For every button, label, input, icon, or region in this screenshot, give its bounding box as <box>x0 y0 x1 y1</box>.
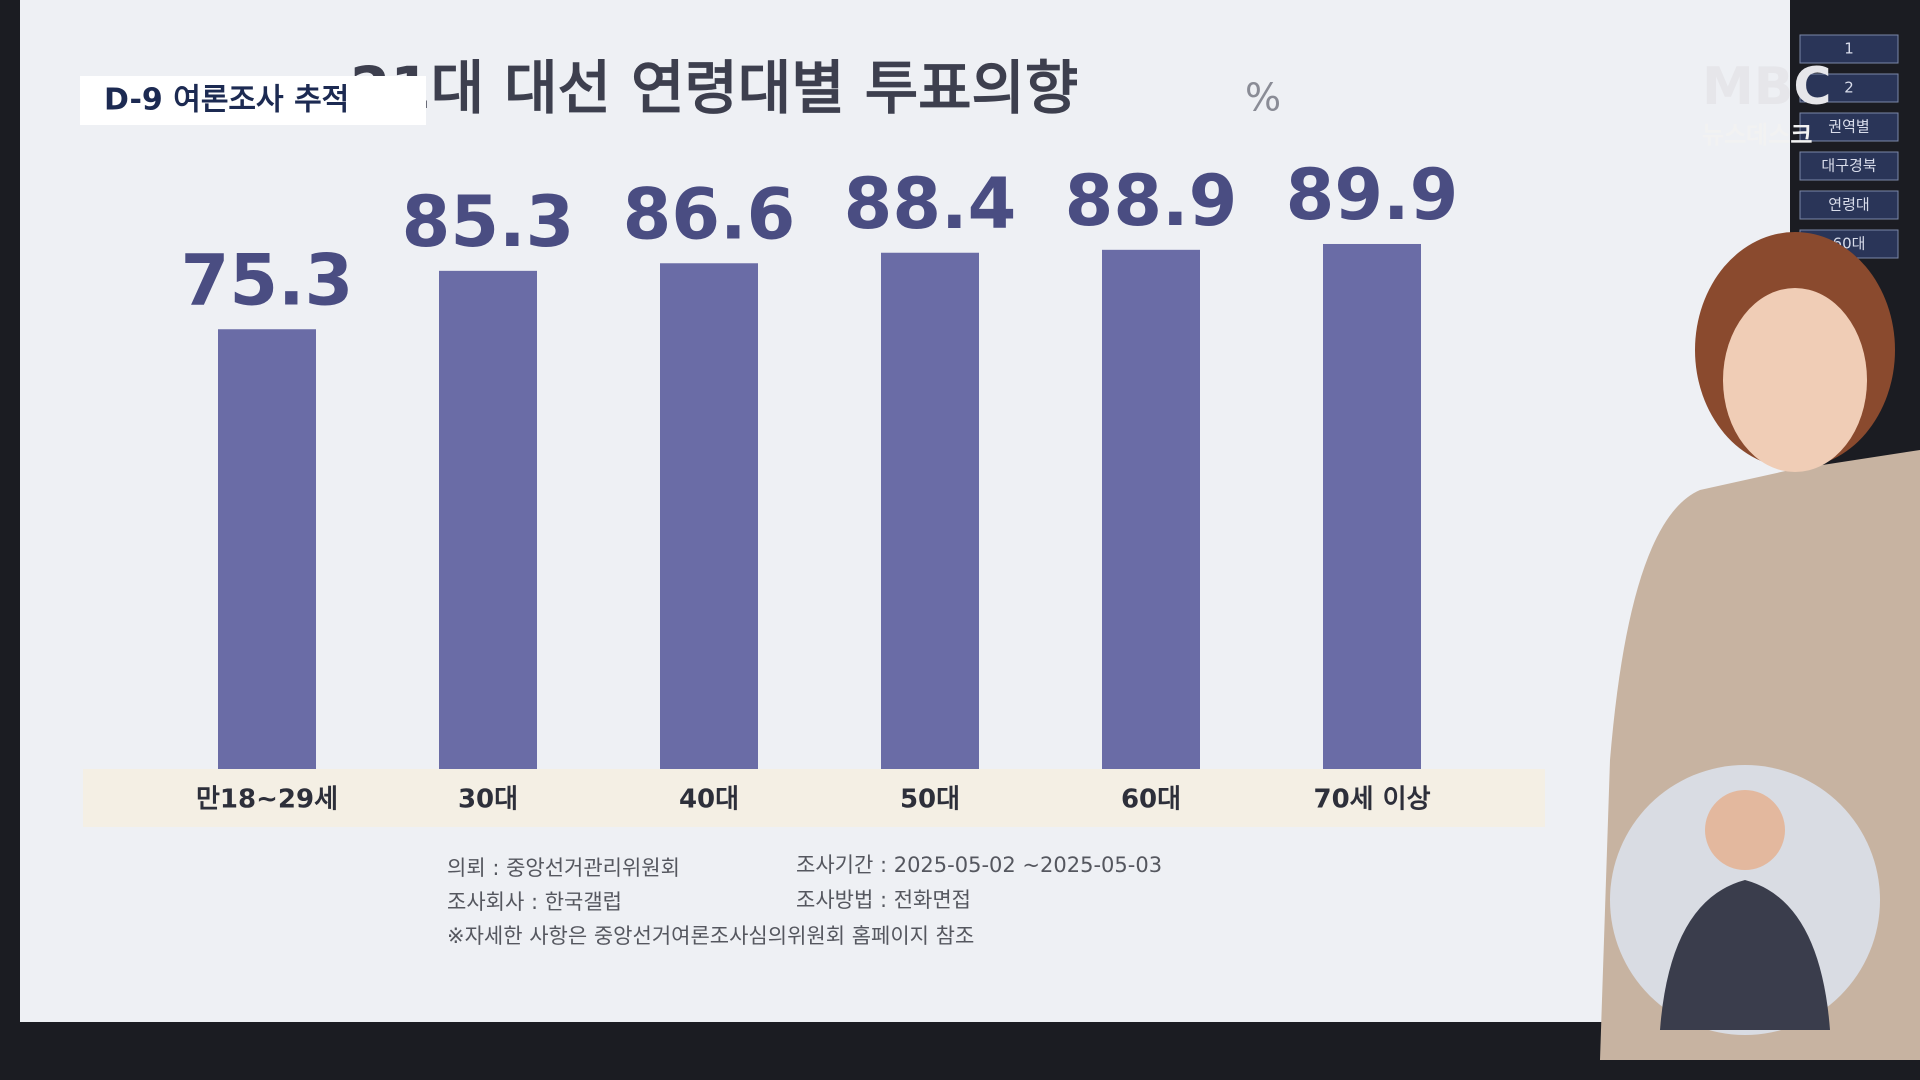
category-label: 30대 <box>458 785 518 815</box>
bar <box>1323 243 1421 769</box>
chart-title: 21대 대선 연령대별 투표의향 <box>350 54 1078 122</box>
menu-label: 권역별 <box>1828 118 1869 136</box>
note: 조사회사 : 한국갤럽 <box>447 890 622 914</box>
bar <box>218 329 316 769</box>
category-strip <box>83 769 1545 827</box>
interpreter-head <box>1705 790 1785 870</box>
menu-item <box>1799 34 1899 64</box>
interpreter <box>1660 880 1830 1030</box>
menu-item <box>1799 112 1899 142</box>
value-label: 85.3 <box>402 181 575 263</box>
value-label: 86.6 <box>623 173 796 255</box>
category-label: 50대 <box>900 785 960 815</box>
menu-item <box>1799 151 1899 181</box>
bar <box>881 252 979 769</box>
bar <box>439 270 537 769</box>
menu-item <box>1799 73 1899 103</box>
menu-label: 연령대 <box>1828 196 1869 214</box>
bar <box>660 263 758 769</box>
menu-label: 대구경북 <box>1821 157 1876 175</box>
logo-brand: MBC <box>1702 57 1832 117</box>
category-label: 70세 이상 <box>1314 785 1431 815</box>
category-label: 40대 <box>679 785 739 815</box>
badge: D-9 여론조사 추적 <box>104 83 349 118</box>
menu-label: 2 <box>1844 79 1854 97</box>
category-label: 60대 <box>1121 785 1181 815</box>
note: 의뢰 : 중앙선거관리위원회 <box>447 856 680 880</box>
value-label: 89.9 <box>1286 154 1459 236</box>
value-label: 88.4 <box>844 163 1017 245</box>
bar <box>1102 249 1200 770</box>
presenter-face <box>1723 288 1867 472</box>
badge-box <box>80 76 426 125</box>
note: ※자세한 사항은 중앙선거여론조사심의위원회 홈페이지 참조 <box>447 924 974 948</box>
value-label: 88.9 <box>1065 160 1238 242</box>
category-label: 만18~29세 <box>196 785 338 815</box>
note: 조사기간 : 2025-05-02 ~2025-05-03 <box>796 853 1162 877</box>
menu-item <box>1799 190 1899 220</box>
value-label: 75.3 <box>181 239 354 321</box>
logo-program: 뉴스데스크 <box>1702 121 1812 149</box>
unit: % <box>1245 76 1281 120</box>
menu-label: 1 <box>1844 40 1854 58</box>
note: 조사방법 : 전화면접 <box>796 888 971 912</box>
